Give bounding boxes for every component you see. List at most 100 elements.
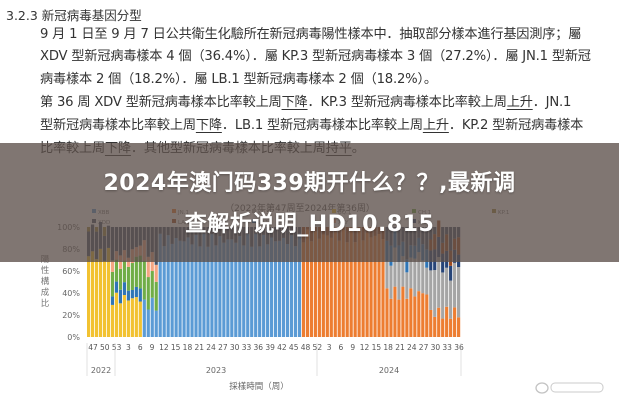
- bar-segment: [126, 266, 130, 291]
- y-axis-title-char: 構: [41, 276, 50, 287]
- y-tick-label: 40%: [62, 289, 80, 298]
- bar-segment: [405, 298, 409, 337]
- bar-segment: [285, 243, 290, 337]
- x-tick-label: 30: [230, 343, 240, 352]
- x-tick-label: 3: [126, 343, 131, 352]
- bar-segment: [357, 230, 361, 337]
- bar-segment: [222, 242, 226, 337]
- bar-segment: [134, 297, 138, 337]
- bar-segment: [106, 247, 111, 337]
- overlay-title-line-1: 2024年澳门码339期开什么？？,最新调: [103, 171, 516, 196]
- bar-segment: [138, 255, 142, 289]
- bar-segment: [266, 244, 270, 337]
- bar-segment: [218, 236, 222, 337]
- x-tick-label: 9: [350, 343, 355, 352]
- paragraph-line: 型新冠病毒樣本比率較上周下降．LB.1 型新冠病毒樣本比率較上周上升．KP.2 …: [40, 114, 583, 133]
- bar-segment: [313, 231, 317, 337]
- bar-segment: [142, 299, 146, 337]
- y-axis-title-char: 性: [41, 265, 50, 276]
- bar-segment: [377, 234, 381, 337]
- bar-segment: [126, 300, 130, 337]
- text-segment: ．KP.3 型新冠病毒樣本比率較上周: [307, 95, 507, 110]
- bar-segment: [186, 237, 190, 337]
- bar-segment: [349, 229, 353, 337]
- x-tick-label: 21: [395, 343, 405, 352]
- bar-segment: [138, 288, 142, 302]
- bar-segment: [110, 271, 115, 297]
- y-tick-label: 0%: [67, 333, 80, 342]
- bar-segment: [198, 246, 202, 337]
- bar-segment: [114, 259, 119, 282]
- bar-segment: [110, 296, 115, 305]
- bar-segment: [194, 234, 198, 337]
- bar-segment: [401, 256, 405, 287]
- bar-segment: [401, 286, 405, 337]
- bar-segment: [433, 270, 437, 317]
- bar-segment: [130, 263, 134, 290]
- text-segment: ．JN.1: [532, 95, 572, 110]
- overlay-title-line-2: 查解析说明_HD10.815: [184, 212, 435, 237]
- bar-segment: [385, 288, 389, 337]
- bar-segment: [154, 281, 158, 311]
- bar-segment: [301, 242, 306, 337]
- bar-segment: [373, 235, 377, 337]
- bar-segment: [425, 267, 429, 295]
- x-tick-label: 39: [265, 343, 275, 352]
- text-segment: 9 月 1 日至 9 月 7 日公共衛生化驗所在新冠病毒陽性樣本中．抽取部分樣本…: [40, 27, 582, 42]
- bar-segment: [437, 257, 441, 308]
- bar-segment: [130, 289, 134, 299]
- bar-segment: [118, 268, 123, 290]
- weibo-watermark-icon: [535, 382, 604, 394]
- bar-segment: [94, 259, 99, 337]
- bar-segment: [178, 240, 182, 337]
- bar-segment: [413, 258, 417, 297]
- bar-segment: [441, 272, 445, 319]
- bar-segment: [158, 233, 162, 337]
- bar-segment: [385, 261, 389, 289]
- bar-segment: [162, 246, 166, 337]
- y-axis-title-char: 比: [41, 298, 50, 309]
- bar-segment: [274, 241, 278, 337]
- y-tick-label: 20%: [62, 311, 80, 320]
- x-tick-label: 42: [277, 343, 287, 352]
- x-tick-label: 30: [431, 343, 441, 352]
- bar-segment: [114, 281, 119, 293]
- bar-segment: [234, 242, 238, 337]
- x-tick-label: 21: [194, 343, 204, 352]
- bar-segment: [174, 238, 178, 337]
- bar-segment: [110, 304, 115, 337]
- bar-segment: [277, 240, 282, 337]
- x-tick-label: 12: [159, 343, 169, 352]
- bar-segment: [254, 233, 258, 337]
- x-tick-label: 15: [372, 343, 382, 352]
- bar-segment: [122, 295, 126, 337]
- bar-segment: [270, 237, 274, 337]
- bar-segment: [425, 294, 429, 337]
- x-tick-label: 18: [383, 343, 393, 352]
- bar-segment: [389, 298, 393, 337]
- bar-segment: [445, 306, 449, 337]
- x-tick-label: 47: [88, 343, 98, 352]
- x-tick-label: 12: [360, 343, 370, 352]
- underlined-trend-word: 下降: [195, 118, 222, 133]
- bar-segment: [341, 229, 345, 337]
- bar-segment: [437, 307, 441, 337]
- bar-segment: [293, 246, 298, 337]
- bar-segment: [226, 239, 230, 337]
- x-tick-label: 36: [454, 343, 464, 352]
- bar-segment: [154, 310, 158, 337]
- bar-segment: [345, 242, 349, 337]
- bar-segment: [206, 246, 210, 337]
- bar-segment: [449, 280, 453, 319]
- y-axis-title-char: 成: [41, 287, 50, 298]
- y-tick-label: 60%: [62, 267, 80, 276]
- underlined-trend-word: 上升: [506, 95, 533, 110]
- bar-segment: [166, 235, 170, 337]
- text-segment: ．LB.1 型新冠病毒樣本比率較上周: [221, 118, 423, 133]
- x-tick-label: 48: [301, 343, 311, 352]
- bar-segment: [305, 229, 310, 337]
- paragraph-line: 第 36 周 XDV 型新冠病毒樣本比率較上周下降．KP.3 型新冠病毒樣本比率…: [40, 91, 571, 110]
- bar-segment: [321, 234, 325, 337]
- bar-segment: [134, 286, 138, 298]
- bar-segment: [262, 234, 266, 337]
